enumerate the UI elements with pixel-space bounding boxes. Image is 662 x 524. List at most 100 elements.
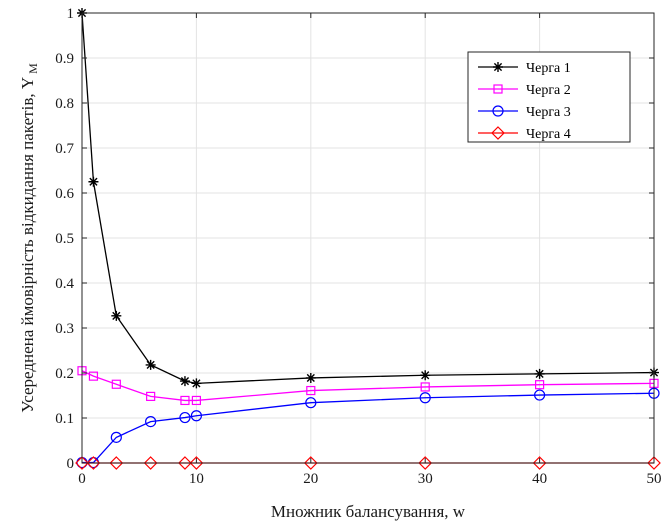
- circle-glyph: [533, 389, 546, 401]
- asterisk-glyph: [111, 310, 122, 321]
- series-4-point: [532, 456, 547, 470]
- x-axis-title: Множник балансування, w: [271, 502, 466, 521]
- series-4-point: [303, 456, 318, 470]
- y-tick-label: 1: [67, 6, 75, 22]
- asterisk-glyph: [145, 359, 156, 370]
- tick-labels: 0 10 20 30 40 50 0 0.1 0.2 0.3 0.4 0.5 0.6 0.7 0.8 0.9 1: [55, 6, 661, 487]
- series-2-point: [111, 379, 121, 389]
- asterisk-glyph: [493, 62, 503, 72]
- square-glyph: [191, 395, 201, 406]
- legend-marker: [493, 84, 503, 94]
- ticks: [81, 12, 655, 464]
- square-glyph: [306, 385, 316, 396]
- series-2-point: [180, 395, 190, 406]
- asterisk-glyph: [179, 376, 190, 387]
- square-glyph: [420, 382, 430, 392]
- x-tick-label: 30: [418, 471, 433, 487]
- y-axis-title-group: Усереднена ймовірність відкидання пакеті…: [18, 63, 40, 413]
- legend-marker: [492, 105, 504, 117]
- series-1-point: [88, 176, 99, 187]
- square-glyph: [88, 371, 99, 381]
- legend-label: Черга 3: [526, 105, 571, 120]
- y-axis-title-subscript: M: [26, 63, 40, 74]
- legend-entry-3: Черга 3: [478, 105, 571, 120]
- legend-marker: [493, 62, 503, 72]
- diamond-glyph: [86, 456, 101, 470]
- legend-marker: [491, 126, 505, 140]
- legend-entry-1: Черга 1: [478, 61, 571, 76]
- series-3-point: [305, 397, 317, 409]
- circle-glyph: [179, 411, 191, 424]
- square-glyph: [111, 379, 121, 389]
- series-1-point: [191, 378, 202, 389]
- series-1-point: [305, 372, 316, 383]
- square-glyph: [146, 391, 156, 401]
- diamond-glyph: [491, 126, 505, 140]
- series-1-point: [179, 376, 190, 387]
- series-4-point: [178, 456, 192, 470]
- x-tick-label: 20: [303, 471, 318, 487]
- y-tick-label: 0.5: [55, 231, 74, 247]
- series-4-point: [418, 456, 433, 470]
- y-tick-label: 0: [67, 456, 75, 472]
- series-4-point: [75, 456, 89, 470]
- circle-glyph: [190, 410, 202, 422]
- square-glyph: [493, 84, 503, 94]
- series-2-point: [146, 391, 156, 401]
- diamond-glyph: [143, 456, 158, 470]
- diamond-glyph: [532, 456, 547, 470]
- series-1-point: [145, 359, 156, 370]
- x-tick-label: 40: [532, 471, 547, 487]
- series-2-point: [420, 382, 430, 392]
- series-4-point: [143, 456, 158, 470]
- legend-entry-2: Черга 2: [478, 83, 571, 98]
- y-axis-title-main: Усереднена ймовірність відкидання пакеті…: [18, 77, 37, 413]
- legend-label: Черга 1: [526, 61, 571, 76]
- circle-glyph: [492, 105, 504, 117]
- series-4-point: [189, 456, 204, 470]
- asterisk-glyph: [534, 368, 545, 379]
- series-4-point: [647, 456, 661, 470]
- y-tick-label: 0.8: [55, 96, 74, 112]
- diamond-glyph: [109, 456, 124, 470]
- diamond-glyph: [178, 456, 192, 470]
- legend-label: Черга 4: [526, 127, 571, 142]
- series-2-line: [81, 370, 655, 402]
- circle-glyph: [110, 431, 122, 443]
- legend-label: Черга 2: [526, 83, 571, 98]
- y-tick-label: 0.3: [55, 321, 74, 337]
- asterisk-glyph: [420, 370, 431, 381]
- circle-glyph: [145, 416, 157, 428]
- series-3-point: [110, 431, 122, 443]
- circle-glyph: [305, 397, 317, 409]
- series-3-point: [533, 389, 546, 401]
- series-2-point: [534, 380, 545, 390]
- y-axis-title: Усереднена ймовірність відкидання пакеті…: [18, 63, 40, 413]
- series-1-line: [81, 12, 655, 385]
- series-3-point: [419, 392, 431, 404]
- series-2: [77, 366, 659, 406]
- series-1-point: [420, 370, 431, 381]
- circle-glyph: [419, 392, 431, 404]
- y-tick-label: 0.7: [55, 141, 74, 157]
- legend-entry-4: Черга 4: [478, 126, 571, 142]
- diamond-glyph: [647, 456, 661, 470]
- series-4-point: [86, 456, 101, 470]
- series-2-point: [306, 385, 316, 396]
- x-tick-label: 10: [189, 471, 204, 487]
- legend: Черга 1 Черга 2 Черга 3 Черга 4: [467, 51, 631, 143]
- asterisk-glyph: [191, 378, 202, 389]
- y-tick-label: 0.2: [55, 366, 74, 382]
- square-glyph: [534, 380, 545, 390]
- series-2-point: [88, 371, 99, 381]
- y-tick-label: 0.1: [55, 411, 74, 427]
- x-tick-label: 50: [647, 471, 662, 487]
- asterisk-glyph: [88, 176, 99, 187]
- asterisk-glyph: [305, 372, 316, 383]
- diamond-glyph: [303, 456, 318, 470]
- y-tick-label: 0.4: [55, 276, 74, 292]
- diamond-glyph: [418, 456, 433, 470]
- series-4-point: [109, 456, 124, 470]
- x-tick-label: 0: [78, 471, 86, 487]
